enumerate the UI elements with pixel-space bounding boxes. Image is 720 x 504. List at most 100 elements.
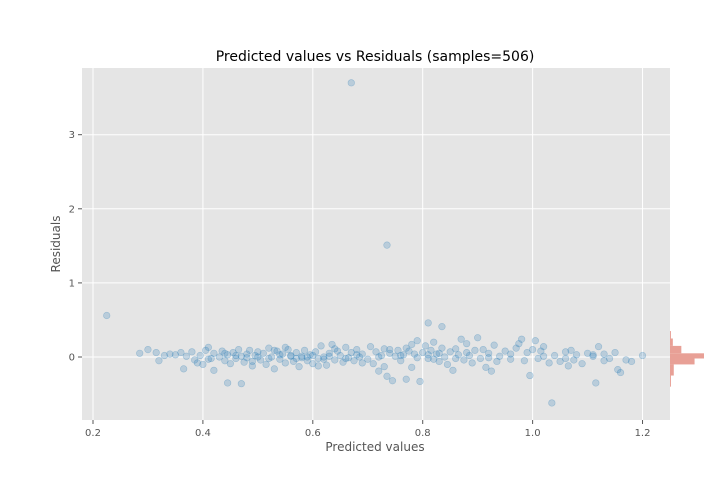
data-point (232, 351, 240, 360)
histogram-bar (670, 358, 695, 365)
data-point (394, 346, 402, 354)
data-point (224, 379, 232, 387)
data-point (355, 353, 364, 361)
data-point (430, 338, 438, 346)
data-point (548, 399, 556, 407)
data-point (243, 354, 251, 362)
data-point (199, 360, 207, 369)
data-point (364, 355, 372, 363)
data-point (295, 363, 303, 371)
data-point (402, 375, 410, 383)
data-point (534, 354, 542, 363)
data-point (435, 349, 443, 357)
data-point (358, 350, 366, 358)
data-point (490, 341, 498, 349)
data-point (457, 335, 465, 343)
data-point (556, 357, 564, 366)
data-point (342, 343, 350, 351)
data-point (438, 344, 446, 352)
data-point (460, 356, 468, 364)
data-point (600, 350, 608, 358)
data-point (424, 351, 432, 359)
data-point (454, 351, 463, 359)
data-point (476, 354, 485, 363)
data-point (347, 348, 355, 357)
data-point (572, 351, 581, 359)
data-point (270, 346, 278, 354)
data-point (611, 348, 619, 357)
data-point (328, 340, 336, 349)
data-point (380, 345, 388, 353)
data-point (391, 352, 399, 360)
data-point (298, 354, 306, 362)
data-point (419, 348, 427, 357)
data-point (375, 353, 383, 361)
data-point (427, 346, 435, 354)
data-point (545, 359, 553, 367)
data-point (303, 357, 311, 365)
data-point (449, 366, 457, 374)
data-point (188, 348, 196, 356)
data-point (377, 351, 386, 360)
data-point (191, 356, 199, 364)
data-point (265, 354, 273, 363)
data-point (496, 352, 504, 360)
data-point (254, 353, 262, 361)
data-point (224, 351, 232, 359)
histogram-bar (670, 353, 704, 359)
data-point (402, 344, 410, 352)
data-point (204, 355, 212, 363)
data-point (325, 349, 333, 357)
data-point (309, 351, 317, 360)
data-point (468, 359, 476, 367)
data-point (561, 348, 570, 356)
data-point (410, 350, 419, 358)
data-point (399, 351, 408, 359)
data-point (471, 346, 479, 354)
y-axis-ticks: 0 1 2 3 (69, 130, 82, 364)
data-point (493, 357, 501, 366)
histogram-bar (670, 345, 682, 354)
data-point (592, 379, 600, 387)
data-point (339, 358, 347, 366)
data-point (207, 354, 215, 363)
data-point (515, 340, 523, 348)
data-point (350, 357, 358, 365)
data-point (408, 340, 416, 349)
data-point (397, 351, 405, 360)
data-point (292, 354, 300, 363)
data-point (303, 353, 311, 361)
data-point (424, 319, 432, 327)
data-point (256, 356, 265, 364)
data-point (583, 349, 592, 357)
data-point (523, 348, 531, 357)
data-point (300, 346, 309, 354)
data-point (218, 347, 226, 355)
data-point (386, 346, 394, 354)
data-point (237, 352, 245, 360)
data-point (463, 348, 471, 357)
data-point (485, 354, 493, 362)
data-point (383, 241, 391, 249)
data-point (507, 355, 515, 363)
data-point (229, 348, 237, 357)
data-point (276, 355, 284, 363)
data-point (386, 349, 394, 357)
data-point (240, 358, 248, 366)
data-point (564, 362, 572, 370)
data-point (320, 355, 328, 363)
data-point (331, 345, 339, 353)
data-point (171, 351, 180, 359)
data-point (432, 350, 441, 358)
data-point (246, 346, 254, 354)
data-point (430, 355, 438, 363)
data-point (325, 352, 333, 360)
data-point (267, 353, 276, 361)
data-point (311, 348, 320, 356)
data-point (358, 359, 366, 367)
data-point (284, 346, 292, 354)
data-point (589, 352, 597, 360)
data-point (292, 348, 300, 357)
data-point (226, 360, 234, 368)
